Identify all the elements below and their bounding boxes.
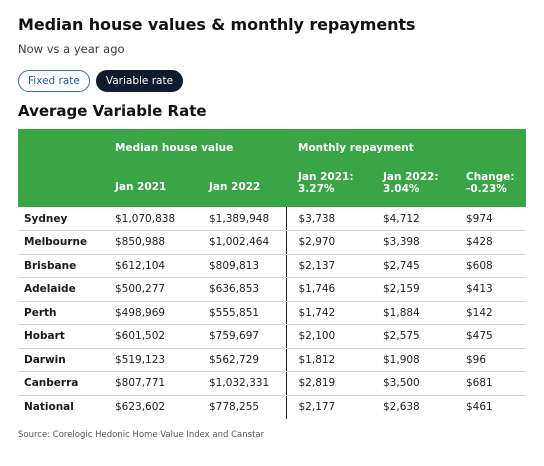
repayment-2022-cell: $3,398 xyxy=(372,230,456,255)
table-body: Sydney $1,070,838 $1,389,948 $3,738 $4,712 $9… xyxy=(18,207,526,419)
change-cell: $142 xyxy=(456,301,526,325)
change-cell: $461 xyxy=(466,401,493,413)
column-header: Jan 2021 xyxy=(115,181,167,193)
repayment-2021-cell: $2,819 xyxy=(285,371,372,396)
repayment-2021-cell: $2,137 xyxy=(285,254,372,278)
tab-fixed-rate[interactable]: Fixed rate xyxy=(18,70,90,92)
chart-title: Median house values & monthly repayments xyxy=(18,15,416,34)
change-cell: $608 xyxy=(456,254,526,278)
repayment-2021-cell: $2,970 xyxy=(285,230,372,255)
change-cell: $974 xyxy=(456,207,526,231)
value-2021-cell: $612,104 xyxy=(109,254,201,278)
source-note: Source: Corelogic Hedonic Home Value Ind… xyxy=(18,430,265,440)
column-header-row: Jan 2021 Jan 2022 Jan 2021: 3.27% Jan 20… xyxy=(18,159,526,207)
repayment-2022-cell: $4,712 xyxy=(372,207,456,231)
table-row: National $623,602 $778,255 $2,177 $2,638 $461 xyxy=(18,395,526,419)
section-title: Average Variable Rate xyxy=(18,102,207,120)
table-row: Sydney $1,070,838 $1,389,948 $3,738 $4,712 $9… xyxy=(18,207,526,231)
repayment-2021-cell: $1,812 xyxy=(285,348,372,372)
tab-variable-rate[interactable]: Variable rate xyxy=(95,70,184,92)
column-header: Jan 2022 xyxy=(209,181,261,193)
value-2021-cell: $807,771 xyxy=(109,371,201,396)
table-header: Median house value Monthly repayment Jan… xyxy=(18,129,526,207)
column-header: Change: -0.23% xyxy=(466,171,515,195)
value-2022-cell: $809,813 xyxy=(201,254,286,278)
repayment-2022-cell: $1,884 xyxy=(372,301,456,325)
value-2021-cell: $500,277 xyxy=(109,277,201,302)
value-2021-cell: $623,602 xyxy=(115,401,166,413)
change-cell: $96 xyxy=(456,348,526,372)
repayment-2022-cell: $2,159 xyxy=(372,277,456,302)
city-cell: Darwin xyxy=(18,348,109,372)
change-cell: $681 xyxy=(456,371,526,396)
rate-tabs: Fixed rate Variable rate xyxy=(18,70,184,92)
table-row: Darwin $519,123 $562,729 $1,812 $1,908 $96 xyxy=(18,348,526,372)
city-cell: Canberra xyxy=(18,371,109,396)
repayments-table: Median house value Monthly repayment Jan… xyxy=(18,129,526,419)
city-cell: National xyxy=(24,401,74,413)
value-2022-cell: $555,851 xyxy=(201,301,286,325)
group-header-row: Median house value Monthly repayment xyxy=(18,129,526,159)
group-header-monthly: Monthly repayment xyxy=(298,142,414,154)
value-2022-cell: $1,389,948 xyxy=(201,207,286,231)
repayment-2022-cell: $2,745 xyxy=(372,254,456,278)
table-row: Hobart $601,502 $759,697 $2,100 $2,575 $475 xyxy=(18,324,526,349)
value-2022-cell: $759,697 xyxy=(201,324,286,349)
repayment-2022-cell: $2,638 xyxy=(383,401,420,413)
change-cell: $475 xyxy=(456,324,526,349)
city-cell: Melbourne xyxy=(18,230,109,255)
repayment-2022-cell: $2,575 xyxy=(372,324,456,349)
value-2021-cell: $601,502 xyxy=(109,324,201,349)
value-2021-cell: $1,070,838 xyxy=(109,207,201,231)
city-cell: Brisbane xyxy=(18,254,109,278)
value-2022-cell: $636,853 xyxy=(201,277,286,302)
table-row: Perth $498,969 $555,851 $1,742 $1,884 $142 xyxy=(18,301,526,325)
repayment-2021-cell: $3,738 xyxy=(285,207,372,231)
table-row: Brisbane $612,104 $809,813 $2,137 $2,745 $608 xyxy=(18,254,526,278)
repayment-2021-cell: $1,742 xyxy=(285,301,372,325)
value-2022-cell: $778,255 xyxy=(209,401,260,413)
change-cell: $413 xyxy=(456,277,526,302)
city-cell: Perth xyxy=(18,301,109,325)
repayment-2021-cell: $2,177 xyxy=(285,395,372,419)
repayment-2022-cell: $1,908 xyxy=(372,348,456,372)
value-2021-cell: $850,988 xyxy=(109,230,201,255)
table-row: Adelaide $500,277 $636,853 $1,746 $2,159 $413 xyxy=(18,277,526,302)
column-header: Jan 2021: 3.27% xyxy=(298,171,354,195)
value-2021-cell: $519,123 xyxy=(109,348,201,372)
repayment-2022-cell: $3,500 xyxy=(372,371,456,396)
column-header: Jan 2022: 3.04% xyxy=(383,171,439,195)
table-row: Canberra $807,771 $1,032,331 $2,819 $3,500 $6… xyxy=(18,371,526,396)
city-cell: Hobart xyxy=(18,324,109,349)
repayment-2021-cell: $1,746 xyxy=(285,277,372,302)
city-cell: Sydney xyxy=(18,207,109,231)
value-2021-cell: $498,969 xyxy=(109,301,201,325)
group-header-median: Median house value xyxy=(115,142,234,154)
value-2022-cell: $562,729 xyxy=(201,348,286,372)
change-cell: $428 xyxy=(456,230,526,255)
value-2022-cell: $1,002,464 xyxy=(201,230,286,255)
chart-subtitle: Now vs a year ago xyxy=(18,42,125,56)
value-2022-cell: $1,032,331 xyxy=(201,371,286,396)
city-cell: Adelaide xyxy=(18,277,109,302)
table-row: Melbourne $850,988 $1,002,464 $2,970 $3,398 $… xyxy=(18,230,526,255)
repayment-2021-cell: $2,100 xyxy=(285,324,372,349)
